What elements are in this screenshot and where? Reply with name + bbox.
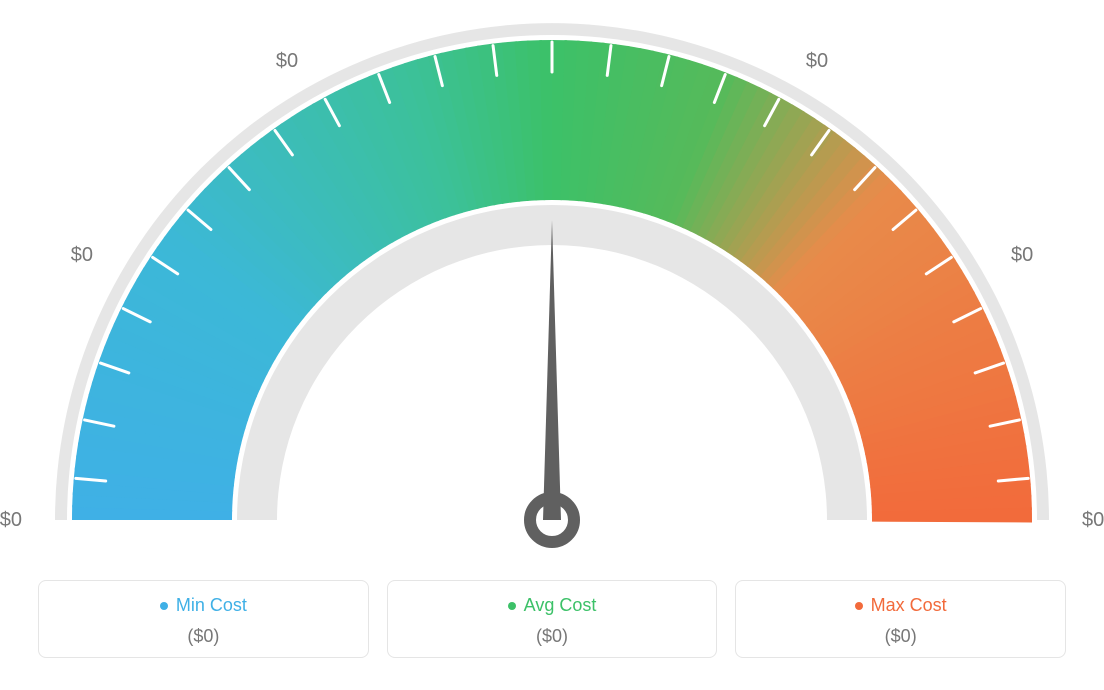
legend-title: Avg Cost [508,595,597,616]
legend-dot-icon [855,602,863,610]
legend-label: Avg Cost [524,595,597,616]
legend-dot-icon [508,602,516,610]
legend-value: ($0) [746,626,1055,647]
tick-label: $0 [71,244,93,266]
tick-label: $0 [1011,244,1033,266]
legend-row: Min Cost ($0) Avg Cost ($0) Max Cost ($0… [0,580,1104,658]
legend-value: ($0) [398,626,707,647]
tick-label: $0 [276,50,298,72]
legend-value: ($0) [49,626,358,647]
legend-label: Max Cost [871,595,947,616]
legend-card: Max Cost ($0) [735,580,1066,658]
legend-card: Avg Cost ($0) [387,580,718,658]
needle [543,220,561,520]
legend-title: Min Cost [160,595,247,616]
tick-label: $0 [541,0,563,1]
tick-label: $0 [806,50,828,72]
legend-card: Min Cost ($0) [38,580,369,658]
tick-label: $0 [1082,509,1104,531]
legend-title: Max Cost [855,595,947,616]
cost-gauge-chart: $0 $0 $0 $0 $0 $0 $0 Min Cost ($0) Avg Cost ($… [0,0,1104,690]
legend-dot-icon [160,602,168,610]
legend-label: Min Cost [176,595,247,616]
tick-label: $0 [0,509,22,531]
